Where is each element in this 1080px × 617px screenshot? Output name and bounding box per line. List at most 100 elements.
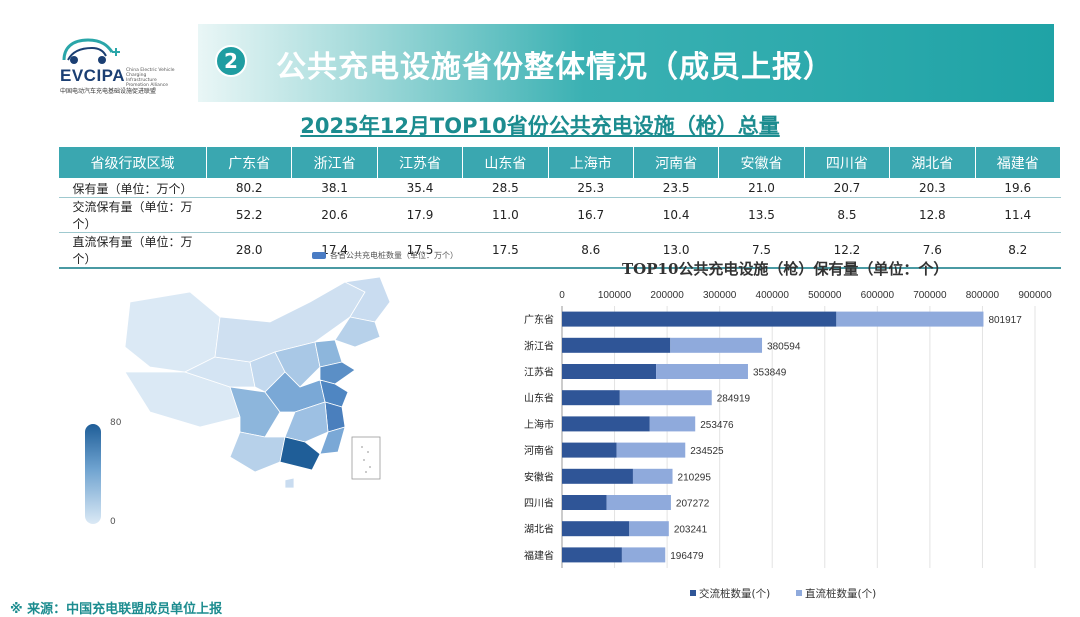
y-category-label: 福建省 (524, 549, 554, 562)
table-cell: 20.3 (889, 178, 976, 198)
source-note: ※ 来源：中国充电联盟成员单位上报 (10, 602, 223, 617)
table-header-province: 上海市 (547, 146, 634, 179)
table-cell: 38.1 (291, 178, 378, 198)
row-label: 直流保有量（单位：万个） (58, 232, 207, 269)
legend-swatch (796, 590, 802, 596)
bar-total-label: 380594 (767, 341, 801, 352)
car-plug-icon (62, 38, 120, 64)
map-region (274, 341, 321, 388)
bar-segment (562, 364, 657, 379)
table-cell: 7.6 (889, 232, 976, 269)
x-tick-label: 300000 (703, 290, 737, 301)
table-cell: 20.7 (804, 178, 890, 198)
map-region (284, 477, 295, 489)
map-region (284, 401, 329, 443)
visual-map-gradient[interactable] (85, 424, 101, 524)
bar-segment (562, 416, 650, 432)
evcipa-logo: EVCIPA China Electric Vehicle Charging I… (58, 30, 178, 96)
bar-segment (649, 416, 696, 432)
table-cell: 28.5 (462, 178, 549, 198)
map-region (319, 379, 349, 408)
bar-total-label: 801917 (988, 315, 1022, 326)
bar-segment (562, 547, 622, 563)
table-header-province: 广东省 (205, 146, 293, 179)
y-category-label: 山东省 (524, 392, 554, 405)
map-inset-box (351, 436, 381, 480)
logo-subtitle: 中国电动汽车充电基础设施促进联盟 (60, 88, 157, 95)
table-row-ac: 交流保有量（单位：万个） 52.2 20.6 17.9 11.0 16.7 10… (58, 197, 1061, 233)
table-cell: 8.5 (804, 197, 890, 233)
legend-label: 直流桩数量(个) (805, 587, 876, 600)
table-cell: 10.4 (633, 197, 719, 233)
bar-segment (562, 521, 630, 537)
y-category-label: 湖北省 (524, 523, 554, 536)
y-category-label: 上海市 (524, 418, 554, 431)
table-cell: 25.3 (548, 178, 634, 198)
table-cell: 80.2 (206, 178, 292, 198)
table-cell: 8.6 (548, 232, 634, 269)
bar-segment (562, 390, 620, 406)
table-cell: 12.8 (889, 197, 976, 233)
row-label: 交流保有量（单位：万个） (58, 197, 207, 233)
y-category-label: 江苏省 (524, 366, 554, 379)
table-cell: 16.7 (548, 197, 634, 233)
table-cell: 12.2 (804, 232, 890, 269)
chart-title: TOP10公共充电设施（枪）保有量（单位：个） (622, 260, 949, 278)
table-cell: 28.0 (206, 232, 292, 269)
table-header-province: 山东省 (462, 146, 549, 179)
table-header-province: 河南省 (632, 146, 720, 179)
map-islands (361, 446, 371, 473)
bar-total-label: 207272 (676, 499, 710, 510)
bar-total-label: 210295 (678, 472, 712, 483)
x-tick-label: 500000 (808, 290, 842, 301)
x-tick-label: 800000 (966, 290, 1000, 301)
table-header-row: 省级行政区域 广东省 浙江省 江苏省 山东省 上海市 河南省 安徽省 四川省 湖… (58, 146, 1062, 179)
map-legend-label: 各省公共充电桩数量（单位：万个） (330, 251, 458, 260)
table-cell: 8.2 (975, 232, 1061, 269)
table-cell: 13.5 (718, 197, 805, 233)
logo-english: China Electric Vehicle Charging Infrastr… (126, 68, 175, 88)
map-legend-swatch (312, 252, 326, 259)
table-header-province: 浙江省 (291, 146, 378, 179)
y-category-label: 浙江省 (524, 339, 554, 352)
bar-segment (656, 364, 748, 379)
table-header-label: 省级行政区域 (58, 146, 207, 179)
bar-segment (616, 442, 686, 458)
table-cell: 35.4 (377, 178, 463, 198)
legend-swatch (690, 590, 696, 596)
table-row-total: 保有量（单位：万个） 80.2 38.1 35.4 28.5 25.3 23.5… (58, 178, 1061, 198)
bar-total-label: 203241 (674, 525, 708, 536)
table-cell: 7.5 (718, 232, 805, 269)
x-tick-label: 700000 (913, 290, 947, 301)
x-tick-label: 200000 (650, 290, 684, 301)
table-cell: 20.6 (291, 197, 378, 233)
bar-segment (562, 442, 617, 458)
table-cell: 11.4 (975, 197, 1061, 233)
bar-total-label: 253476 (700, 420, 734, 431)
table-header-province: 安徽省 (718, 146, 805, 179)
y-category-label: 广东省 (524, 313, 554, 326)
table-cell: 17.5 (377, 232, 463, 269)
map-legend[interactable]: 各省公共充电桩数量（单位：万个） (312, 250, 458, 261)
bar-segment (629, 521, 669, 537)
y-category-label: 四川省 (524, 497, 554, 510)
province-table: 省级行政区域 广东省 浙江省 江苏省 山东省 上海市 河南省 安徽省 四川省 湖… (58, 146, 1062, 269)
bar-segment (632, 468, 673, 484)
table-cell: 19.6 (975, 178, 1061, 198)
table-header-province: 福建省 (974, 146, 1062, 179)
bar-total-label: 234525 (690, 446, 724, 457)
bar-segment (836, 311, 984, 327)
x-tick-label: 400000 (756, 290, 790, 301)
bar-segment (670, 337, 763, 353)
bar-segment (621, 547, 666, 563)
table-header-province: 四川省 (803, 146, 891, 179)
page-title: 公共充电设施省份整体情况（成员上报） (276, 50, 834, 85)
table-cell: 52.2 (206, 197, 292, 233)
table-header-province: 江苏省 (376, 146, 464, 179)
row-label: 保有量（单位：万个） (58, 178, 207, 198)
bar-total-label: 284919 (717, 394, 751, 405)
legend-label: 交流桩数量(个) (699, 587, 770, 600)
table-cell: 17.4 (291, 232, 378, 269)
y-category-label: 河南省 (524, 444, 554, 457)
